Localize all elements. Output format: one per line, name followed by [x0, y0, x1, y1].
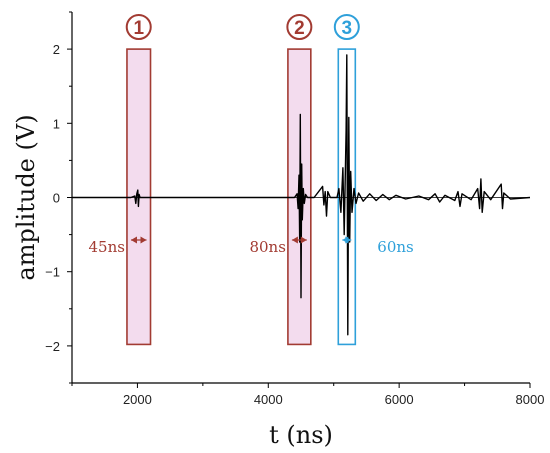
y-tick-label: −2 [45, 339, 60, 354]
x-tick-label: 8000 [516, 392, 545, 407]
annotation-badge-2 [286, 14, 313, 40]
y-tick-label: 1 [53, 116, 60, 131]
duration-label-2: 80ns [249, 238, 285, 256]
duration-arrowhead-left-2 [291, 236, 298, 244]
y-tick-label: 2 [53, 42, 60, 57]
x-tick-label: 6000 [385, 392, 414, 407]
series-line-1 [72, 54, 531, 336]
duration-arrowhead-right-3 [345, 236, 352, 244]
annotation-badge-3 [333, 14, 360, 40]
y-tick-label: 0 [53, 191, 60, 206]
x-tick-label: 4000 [254, 392, 283, 407]
annotation-badge-label-1: 1 [133, 18, 144, 39]
y-axis-title: amplitude (V) [12, 114, 40, 280]
duration-arrowhead-right-1 [140, 236, 147, 244]
x-tick-label: 2000 [123, 392, 152, 407]
duration-label-3: 60ns [377, 238, 413, 256]
x-axis-title: t (ns) [269, 421, 333, 449]
annotation-badge-label-2: 2 [294, 18, 305, 39]
duration-label-1: 45ns [89, 238, 125, 256]
y-tick-label: −1 [45, 265, 60, 280]
annotation-badge-label-3: 3 [342, 18, 353, 39]
duration-arrowhead-right-2 [300, 236, 307, 244]
annotation-badge-1 [125, 14, 152, 40]
duration-arrowhead-left-1 [130, 236, 137, 244]
